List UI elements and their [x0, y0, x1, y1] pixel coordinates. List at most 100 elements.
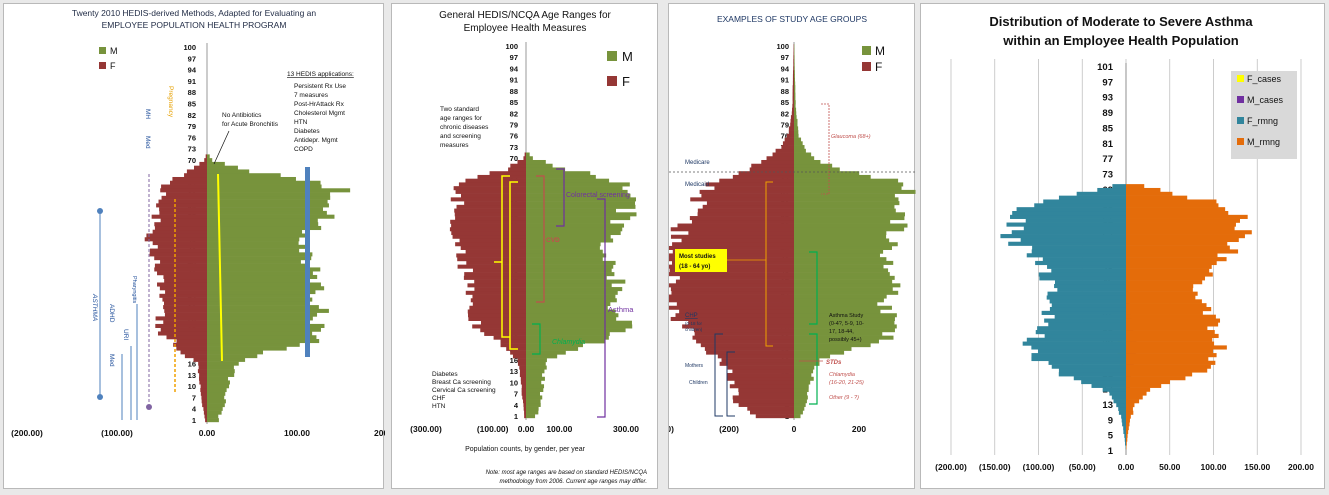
bar-m-rmng [1126, 203, 1219, 208]
bar-m-rmng [1126, 426, 1129, 431]
bar-f [732, 174, 794, 179]
bar-f [786, 133, 794, 138]
y-tick-label: 7 [192, 393, 196, 402]
bottom-list-item: Diabetes [432, 371, 458, 378]
chlamydia-line: Chlamydia [829, 372, 855, 378]
bar-m [207, 195, 331, 200]
bar-f-rmng [1016, 207, 1126, 212]
y-tick-label: 82 [188, 111, 196, 120]
bar-f [466, 260, 526, 265]
y-tick-label: 70 [188, 156, 196, 165]
bar-f [792, 107, 794, 112]
bar-f [719, 178, 794, 183]
bar-m [794, 313, 897, 318]
bar-f [677, 223, 794, 228]
bar-m [794, 223, 908, 228]
bar-f [697, 208, 794, 213]
bar-f [704, 346, 794, 351]
bar-m [526, 234, 611, 239]
bar-m [207, 335, 317, 340]
bar-m [526, 324, 633, 329]
bar-m [207, 391, 226, 396]
bar-m [794, 167, 840, 172]
chart-panel-study-age-groups: EXAMPLES OF STUDY AGE GROUPS M F 1471013… [668, 3, 916, 489]
bar-f-rmng [1046, 295, 1126, 300]
bar-m [794, 70, 795, 75]
bar-m [526, 406, 539, 411]
bar-f [679, 309, 794, 314]
bar-f [734, 380, 794, 385]
bar-f [154, 267, 207, 272]
bar-m [207, 154, 210, 159]
bar-f [523, 156, 526, 161]
x-tick-label: (300.00) [410, 424, 442, 434]
bar-m-rmng [1126, 372, 1193, 377]
bar-m [526, 189, 628, 194]
bar-f [455, 216, 526, 221]
bar-f [784, 137, 794, 142]
bar-f [706, 201, 794, 206]
bar-f [489, 171, 526, 176]
bar-m [207, 161, 225, 166]
bar-m [207, 323, 325, 328]
bar-f [693, 328, 794, 333]
bar-m-rmng [1126, 299, 1202, 304]
bar-m-rmng [1126, 283, 1194, 289]
bar-m [794, 249, 884, 254]
legend-swatch-f [607, 76, 617, 86]
bar-f [162, 297, 207, 302]
bar-m [794, 103, 796, 108]
bar-f-rmng [1032, 245, 1126, 250]
bar-m [794, 148, 806, 153]
bar-m [526, 346, 579, 351]
bar-f [790, 122, 794, 127]
footnote-line1: Note: most age ranges are based on stand… [486, 470, 647, 476]
bar-f [472, 294, 526, 299]
bar-m-rmng [1126, 226, 1235, 231]
bracket-yellow-inner [509, 181, 518, 350]
chart-ncqa-age-ranges: General HEDIS/NCQA Age Ranges for Employ… [410, 10, 647, 485]
x-tick-label: 50.00 [1159, 462, 1181, 472]
bar-m [526, 350, 566, 355]
bar-f [451, 223, 526, 228]
bar-m [794, 111, 797, 116]
bar-m [207, 271, 313, 276]
bar-f [480, 320, 526, 325]
bar-f [701, 193, 794, 198]
legend-swatch-f [99, 62, 106, 69]
bar-f [521, 391, 526, 396]
bar-m [794, 376, 814, 381]
bar-f [170, 180, 207, 185]
bar-m [207, 184, 322, 189]
bar-m [794, 287, 893, 292]
bar-f [669, 305, 794, 310]
bar-f-rmng [1000, 234, 1126, 239]
bar-m [794, 141, 803, 146]
hedis-item: Diabetes [294, 128, 320, 135]
bar-m [794, 92, 796, 97]
bar-m [526, 358, 547, 363]
legend-swatch-m [862, 46, 871, 55]
y-tick-label: 13 [510, 367, 518, 376]
bar-m [207, 305, 319, 310]
legend-label: M_rmng [1247, 137, 1280, 147]
bar-m [207, 399, 226, 404]
bar-m-rmng [1126, 376, 1186, 381]
bar-m [207, 395, 225, 400]
bar-f-rmng [1058, 372, 1126, 377]
bar-m [207, 169, 250, 174]
mhmed-vertical-label: Med [144, 136, 151, 149]
bar-f [508, 167, 526, 172]
x-tick-label: 200 [852, 424, 866, 434]
bar-m [526, 223, 625, 228]
bar-f [788, 130, 794, 135]
bar-m [207, 308, 329, 313]
chart-title-line1: Twenty 2010 HEDIS-derived Methods, Adapt… [72, 8, 317, 18]
bar-f [149, 248, 207, 253]
bar-f [157, 282, 207, 287]
y-tick-label: 100 [183, 43, 196, 52]
bar-f-rmng [1026, 253, 1126, 258]
bar-f-rmng [1121, 418, 1126, 423]
bar-f-rmng [1025, 218, 1126, 223]
bar-m-rmng [1126, 303, 1207, 308]
